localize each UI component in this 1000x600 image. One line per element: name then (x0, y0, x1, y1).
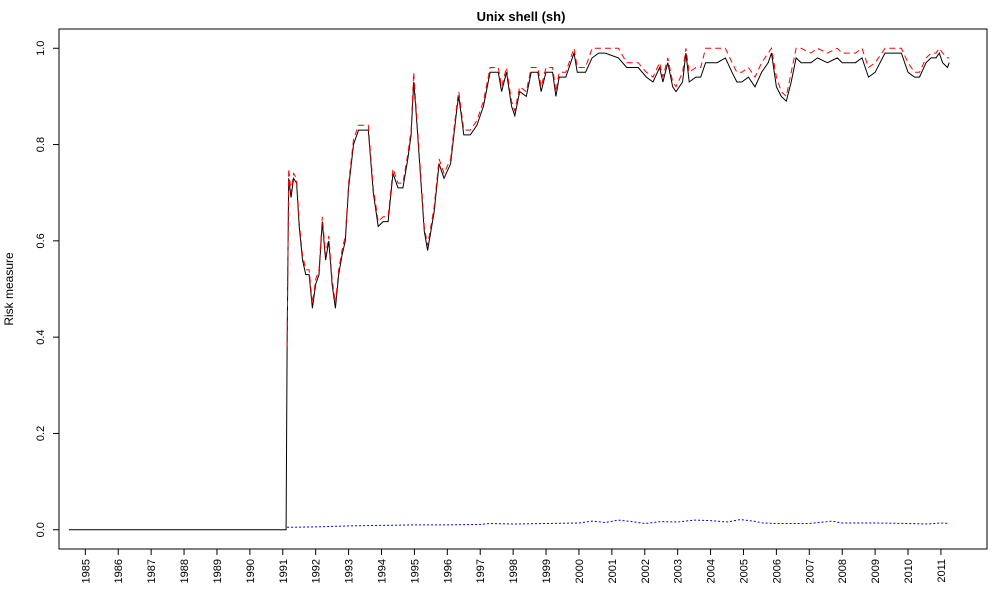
x-tick-label: 2006 (771, 559, 783, 583)
y-tick-label: 0.8 (35, 137, 47, 152)
y-tick-label: 0.6 (35, 233, 47, 248)
y-tick-label: 0.2 (35, 426, 47, 441)
x-tick-label: 1998 (508, 559, 520, 583)
chart-title: Unix shell (sh) (477, 9, 566, 24)
x-tick-label: 1991 (278, 559, 290, 583)
x-tick-label: 2003 (673, 559, 685, 583)
x-tick-label: 2011 (936, 559, 948, 583)
x-tick-label: 1990 (245, 559, 257, 583)
x-tick-label: 1995 (409, 559, 421, 583)
x-tick-label: 1988 (179, 559, 191, 583)
x-tick-label: 1985 (80, 559, 92, 583)
x-tick-label: 2008 (837, 559, 849, 583)
x-tick-label: 2007 (804, 559, 816, 583)
x-tick-label: 1993 (344, 559, 356, 583)
x-tick-label: 1992 (311, 559, 323, 583)
x-tick-label: 1994 (376, 559, 388, 583)
y-tick-label: 0.0 (35, 522, 47, 537)
x-tick-label: 1996 (442, 559, 454, 583)
x-tick-label: 2000 (574, 559, 586, 583)
x-tick-label: 1989 (212, 559, 224, 583)
x-tick-label: 2001 (607, 559, 619, 583)
x-tick-label: 1997 (475, 559, 487, 583)
series-layer (68, 47, 950, 531)
series-line-dashed (286, 47, 950, 347)
y-tick-label: 0.4 (35, 329, 47, 344)
x-tick-label: 2004 (706, 559, 718, 583)
x-tick-label: 2009 (870, 559, 882, 583)
x-tick-label: 2005 (738, 559, 750, 583)
series-line-solid (68, 51, 950, 531)
y-tick-label: 1.0 (35, 41, 47, 56)
x-tick-label: 1986 (113, 559, 125, 583)
y-axis: 0.0 0.2 0.4 0.6 0.8 1.0 (35, 41, 59, 537)
x-tick-label: 2010 (903, 559, 915, 583)
x-tick-label: 2002 (640, 559, 652, 583)
series-line-dotted (287, 519, 950, 528)
x-tick-label: 1987 (146, 559, 158, 583)
x-axis: 1985 1986 1987 1988 1989 1990 1991 1992 1993 1994… (80, 549, 948, 583)
plot-frame (58, 28, 988, 550)
x-tick-label: 1999 (541, 559, 553, 583)
y-axis-label: Risk measure (2, 252, 16, 326)
